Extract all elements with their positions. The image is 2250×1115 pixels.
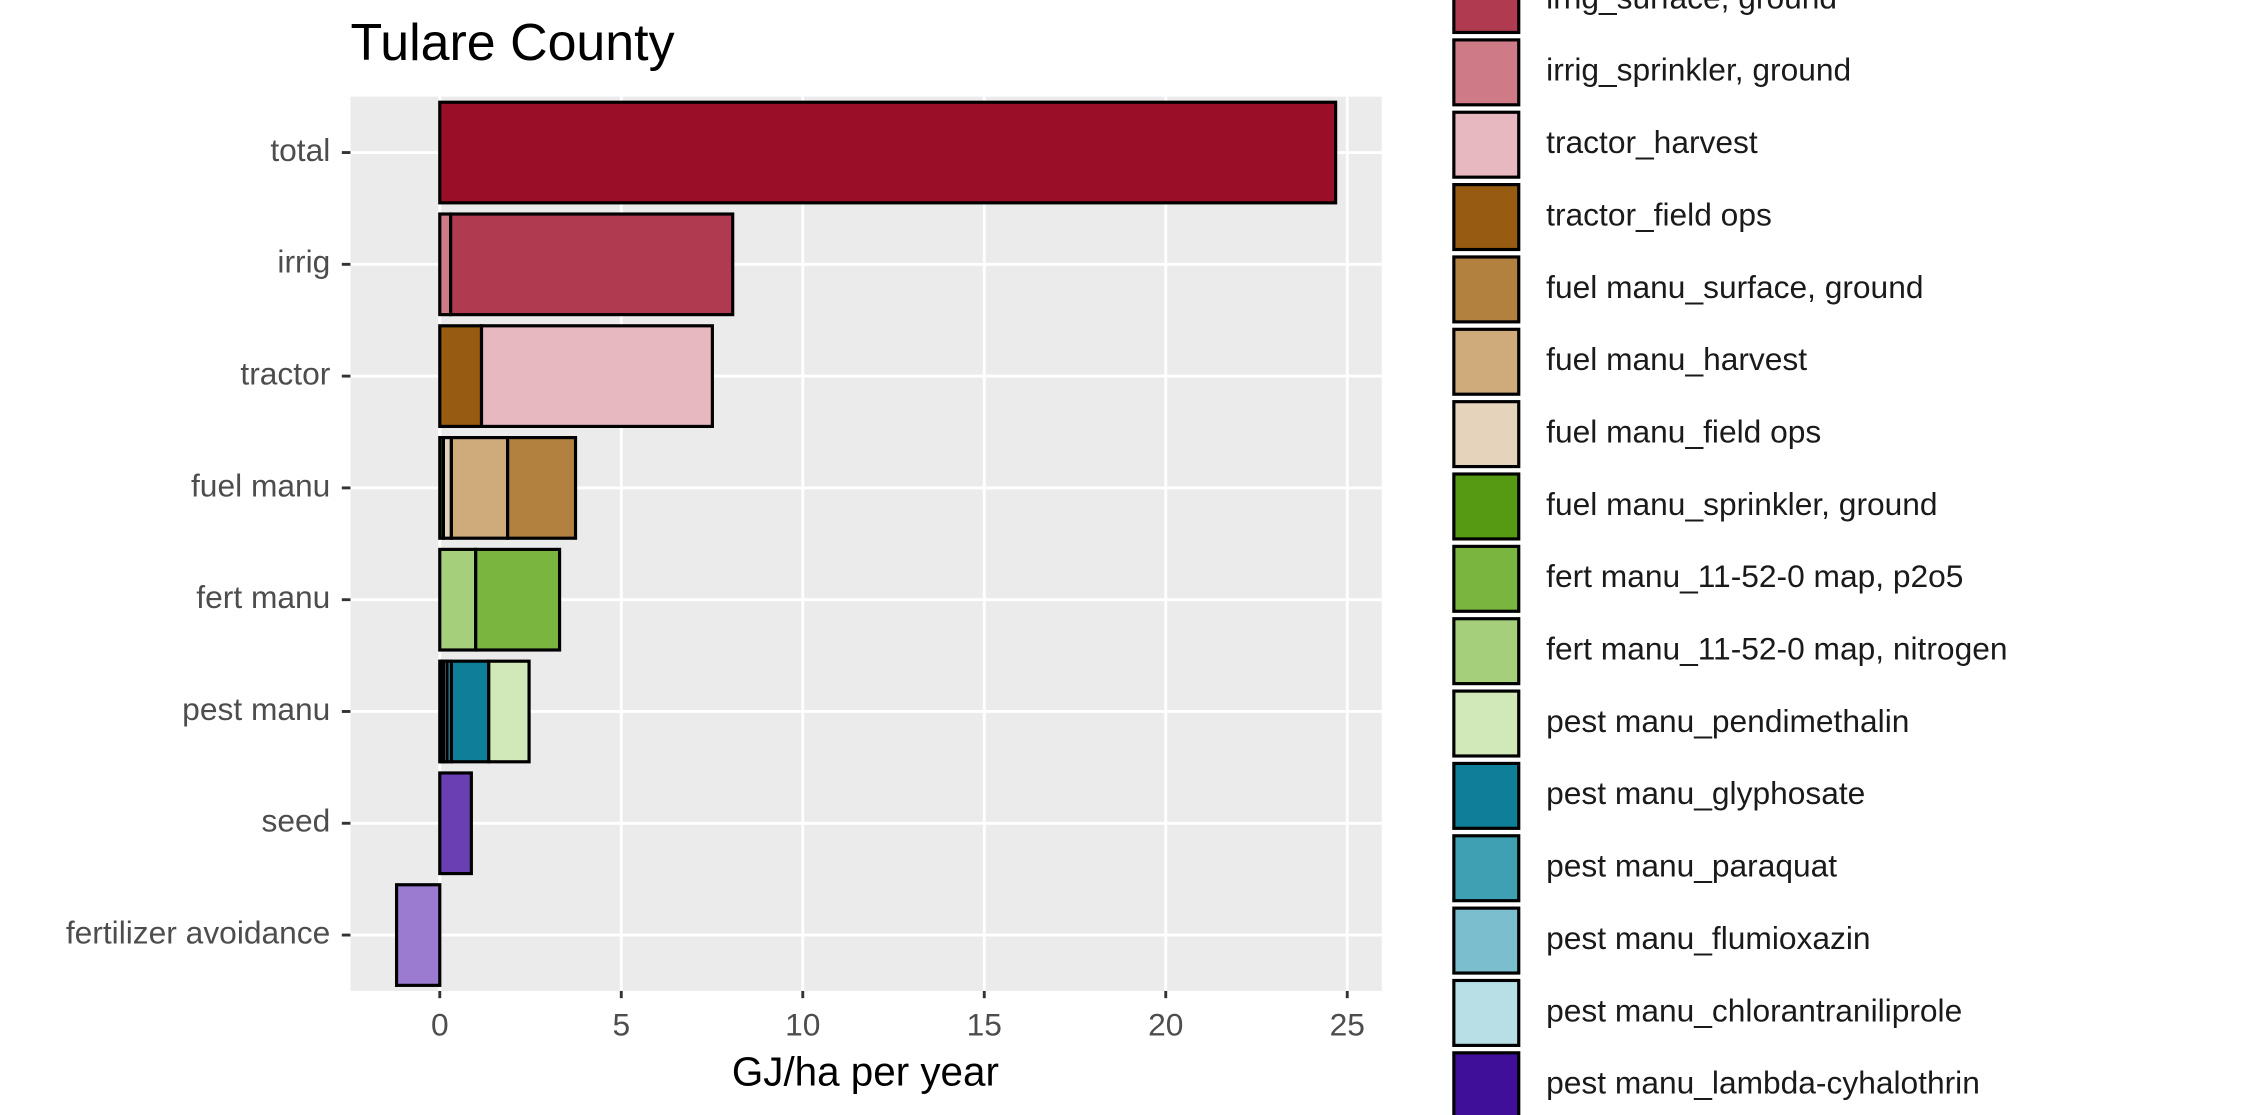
legend-label: fuel manu_harvest <box>1546 341 1807 377</box>
legend-label: fuel manu_sprinkler, ground <box>1546 486 1937 522</box>
chart-title: Tulare County <box>350 14 674 72</box>
x-tick-label: 20 <box>1148 1006 1183 1042</box>
x-tick-label: 5 <box>612 1006 630 1042</box>
legend-key <box>1452 183 1521 252</box>
legend-key <box>1452 38 1521 107</box>
bar-segment <box>487 659 531 764</box>
legend-key <box>1452 761 1521 830</box>
y-tick-label: total <box>270 132 330 168</box>
legend-key <box>1452 327 1521 396</box>
y-tick-label: tractor <box>240 355 330 391</box>
x-tick-label: 0 <box>431 1006 449 1042</box>
legend-key <box>1452 472 1521 541</box>
bar-segment <box>438 324 484 429</box>
legend-key <box>1452 544 1521 613</box>
legend-label: fert manu_11-52-0 map, p2o5 <box>1546 558 1963 594</box>
bar-segment <box>479 324 714 429</box>
bar-segment <box>438 100 1338 205</box>
bar-segment <box>438 212 453 317</box>
legend-label: pest manu_pendimethalin <box>1546 703 1909 739</box>
x-axis-title: GJ/ha per year <box>732 1048 999 1094</box>
x-tick-label: 10 <box>785 1006 820 1042</box>
legend-label: fuel manu_surface, ground <box>1546 269 1923 305</box>
legend-label: pest manu_flumioxazin <box>1546 920 1870 956</box>
legend-label: pest manu_lambda-cyhalothrin <box>1546 1065 1980 1101</box>
bar-segment <box>474 547 562 652</box>
legend-key <box>1452 400 1521 469</box>
legend-key <box>1452 617 1521 686</box>
legend-label: tractor_field ops <box>1546 196 1772 232</box>
legend-label: pest manu_glyphosate <box>1546 775 1865 811</box>
y-tick-label: seed <box>262 803 331 839</box>
bar-segment <box>394 883 442 987</box>
legend-key <box>1452 834 1521 903</box>
bar-segment <box>449 212 735 317</box>
legend-label: pest manu_paraquat <box>1546 848 1837 884</box>
x-tick-label: 15 <box>967 1006 1002 1042</box>
legend-key <box>1452 0 1521 35</box>
legend-label: pest manu_chlorantraniliprole <box>1546 992 1962 1028</box>
legend-key <box>1452 906 1521 975</box>
bar-segment <box>449 436 510 540</box>
y-tick-label: fertilizer avoidance <box>66 914 330 950</box>
legend-label: fert manu_11-52-0 map, nitrogen <box>1546 631 2007 667</box>
legend-label: fuel manu_field ops <box>1546 413 1821 449</box>
legend-key <box>1452 689 1521 758</box>
y-tick-label: fert manu <box>196 579 330 615</box>
x-tick-label: 25 <box>1330 1006 1365 1042</box>
bar-segment <box>506 436 578 540</box>
legend-label: irrig_sprinkler, ground <box>1546 52 1851 88</box>
legend-label: tractor_harvest <box>1546 124 1758 160</box>
bar-segment <box>449 659 491 764</box>
legend-key <box>1452 978 1521 1047</box>
y-tick-label: irrig <box>277 244 330 280</box>
legend-key <box>1452 1051 1521 1115</box>
y-tick-label: fuel manu <box>191 467 330 503</box>
legend-label: irrig_surface, ground <box>1546 0 1837 15</box>
y-tick-label: pest manu <box>182 691 330 727</box>
bar-segment <box>438 547 478 652</box>
legend-key <box>1452 255 1521 324</box>
bar-segment <box>438 771 473 876</box>
legend-key <box>1452 110 1521 179</box>
